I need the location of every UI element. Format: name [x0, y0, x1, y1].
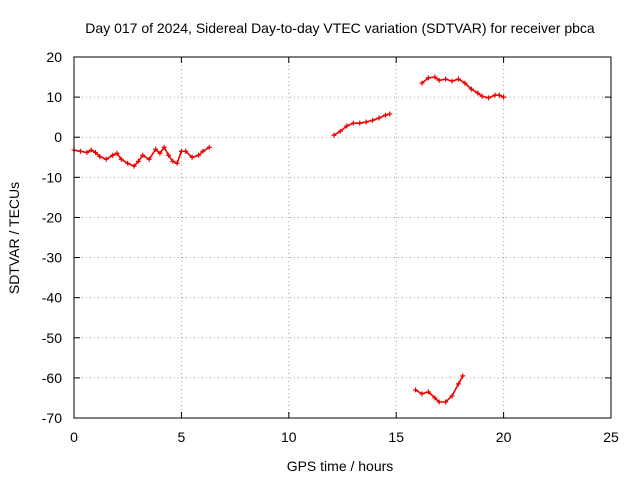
series-4	[413, 373, 466, 405]
data-point	[196, 152, 202, 158]
y-tick-label: -10	[42, 169, 62, 185]
data-point	[140, 152, 146, 158]
data-point	[206, 144, 212, 150]
data-point	[110, 152, 116, 158]
data-point	[449, 393, 455, 399]
y-tick-label: -50	[42, 330, 62, 346]
data-point	[166, 152, 172, 158]
y-tick-label: 10	[46, 89, 62, 105]
y-tick-label: 20	[46, 49, 62, 65]
data-point	[479, 93, 485, 99]
data-point	[103, 156, 109, 162]
data-point	[92, 149, 98, 155]
series-2	[331, 111, 393, 138]
data-point	[475, 90, 481, 96]
data-point	[501, 94, 507, 100]
data-point	[486, 95, 492, 101]
data-point	[436, 77, 442, 83]
data-point	[432, 395, 438, 401]
y-tick-label: -70	[42, 410, 62, 426]
data-point	[174, 160, 180, 166]
data-point	[443, 399, 449, 405]
data-point	[432, 74, 438, 80]
x-tick-label: 0	[70, 429, 78, 445]
data-series	[71, 74, 507, 405]
y-axis-label: SDTVAR / TECUs	[6, 182, 22, 294]
data-point	[443, 76, 449, 82]
data-point	[170, 158, 176, 164]
series-line	[333, 113, 391, 136]
data-point	[425, 389, 431, 395]
data-point	[492, 92, 498, 98]
y-tick-label: -40	[42, 290, 62, 306]
data-point	[376, 115, 382, 121]
x-tick-label: 15	[388, 429, 404, 445]
data-point	[146, 156, 152, 162]
y-tick-label: -20	[42, 209, 62, 225]
plot-frame	[73, 56, 612, 419]
data-point	[425, 75, 431, 81]
x-tick-label: 20	[496, 429, 512, 445]
data-point	[118, 156, 124, 162]
data-point	[131, 163, 137, 169]
data-point	[419, 391, 425, 397]
series-line	[421, 76, 504, 99]
data-point	[88, 147, 94, 153]
data-point	[331, 132, 337, 138]
data-point	[189, 154, 195, 160]
x-tick-label: 25	[603, 429, 619, 445]
data-point	[178, 148, 184, 154]
data-point	[449, 78, 455, 84]
data-point	[157, 150, 163, 156]
data-point	[114, 150, 120, 156]
series-3	[419, 74, 507, 101]
data-point	[183, 148, 189, 154]
data-point	[135, 158, 141, 164]
data-point	[462, 80, 468, 86]
data-point	[357, 120, 363, 126]
data-point	[344, 123, 350, 129]
data-point	[496, 92, 502, 98]
data-point	[77, 148, 83, 154]
y-tick-label: -30	[42, 250, 62, 266]
data-point	[436, 399, 442, 405]
series-line	[73, 146, 210, 167]
y-tick-label: 0	[54, 129, 62, 145]
y-tick-label: -60	[42, 370, 62, 386]
x-axis-label: GPS time / hours	[287, 458, 394, 474]
chart-title: Day 017 of 2024, Sidereal Day-to-day VTE…	[85, 20, 595, 36]
data-point	[84, 149, 90, 155]
series-line	[415, 375, 464, 403]
data-point	[350, 120, 356, 126]
data-point	[455, 381, 461, 387]
data-point	[200, 148, 206, 154]
data-point	[455, 76, 461, 82]
x-tick-label: 10	[281, 429, 297, 445]
data-point	[460, 373, 466, 379]
data-point	[125, 160, 131, 166]
axis-ticks: 0 5 10 15 20 25 -70 -60 -50 -40 -30 -20 -10 0 10 20	[42, 49, 619, 445]
data-point	[413, 387, 419, 393]
data-point	[97, 153, 103, 159]
data-point	[387, 111, 393, 117]
x-tick-label: 5	[178, 429, 186, 445]
grid	[74, 57, 611, 418]
data-point	[337, 128, 343, 134]
data-point	[468, 86, 474, 92]
series-1	[71, 144, 212, 169]
data-point	[161, 144, 167, 150]
data-point	[363, 119, 369, 125]
data-point	[153, 146, 159, 152]
data-point	[370, 117, 376, 123]
data-point	[419, 80, 425, 86]
data-point	[382, 112, 388, 118]
